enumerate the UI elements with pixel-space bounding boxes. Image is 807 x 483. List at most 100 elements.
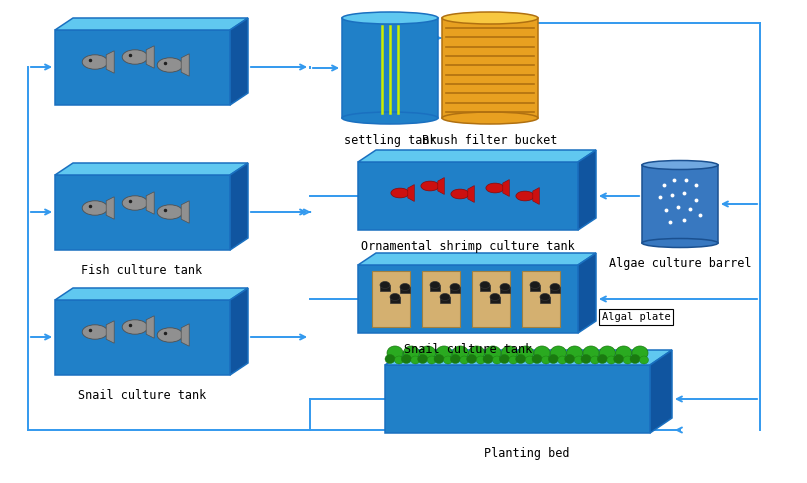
- Polygon shape: [578, 253, 596, 333]
- Polygon shape: [385, 350, 672, 365]
- Ellipse shape: [82, 325, 108, 339]
- Polygon shape: [430, 285, 440, 291]
- Text: Planting bed: Planting bed: [484, 447, 570, 460]
- Polygon shape: [480, 285, 490, 291]
- Ellipse shape: [420, 346, 436, 360]
- Ellipse shape: [122, 196, 148, 210]
- Ellipse shape: [418, 355, 428, 364]
- Ellipse shape: [600, 346, 615, 360]
- Ellipse shape: [501, 346, 517, 360]
- Ellipse shape: [591, 356, 600, 364]
- Ellipse shape: [581, 355, 591, 364]
- Polygon shape: [438, 178, 445, 195]
- Polygon shape: [55, 175, 230, 250]
- Polygon shape: [500, 287, 510, 293]
- Ellipse shape: [486, 183, 504, 193]
- Ellipse shape: [548, 355, 558, 364]
- Ellipse shape: [642, 239, 718, 247]
- Ellipse shape: [517, 346, 533, 360]
- Ellipse shape: [567, 346, 583, 360]
- Ellipse shape: [404, 346, 420, 360]
- Polygon shape: [380, 285, 390, 291]
- Ellipse shape: [516, 355, 525, 364]
- Polygon shape: [422, 271, 460, 327]
- Ellipse shape: [401, 355, 412, 364]
- Ellipse shape: [427, 356, 436, 364]
- Polygon shape: [642, 165, 718, 243]
- Ellipse shape: [450, 284, 460, 290]
- Ellipse shape: [450, 355, 460, 364]
- Ellipse shape: [642, 160, 718, 170]
- Text: Brush filter bucket: Brush filter bucket: [422, 134, 558, 147]
- Ellipse shape: [476, 356, 485, 364]
- Ellipse shape: [530, 282, 540, 288]
- Ellipse shape: [490, 294, 500, 300]
- Ellipse shape: [516, 191, 534, 201]
- Ellipse shape: [400, 284, 410, 290]
- Ellipse shape: [607, 356, 616, 364]
- Ellipse shape: [157, 328, 183, 342]
- Polygon shape: [107, 197, 115, 219]
- Polygon shape: [372, 271, 410, 327]
- Ellipse shape: [436, 346, 452, 360]
- Polygon shape: [400, 287, 410, 293]
- Polygon shape: [503, 180, 509, 197]
- Ellipse shape: [453, 346, 468, 360]
- Ellipse shape: [469, 346, 485, 360]
- Polygon shape: [182, 201, 189, 223]
- Text: Algae culture barrel: Algae culture barrel: [608, 257, 751, 270]
- Text: Snail culture tank: Snail culture tank: [77, 389, 206, 402]
- Ellipse shape: [565, 355, 575, 364]
- Polygon shape: [442, 18, 538, 118]
- Ellipse shape: [380, 282, 390, 288]
- Polygon shape: [342, 18, 438, 118]
- Polygon shape: [440, 297, 450, 303]
- Ellipse shape: [639, 356, 649, 364]
- Ellipse shape: [451, 189, 469, 199]
- Polygon shape: [530, 285, 540, 291]
- Ellipse shape: [616, 346, 632, 360]
- Ellipse shape: [574, 356, 583, 364]
- Ellipse shape: [421, 181, 439, 191]
- Polygon shape: [490, 297, 500, 303]
- Polygon shape: [55, 18, 248, 30]
- Ellipse shape: [485, 346, 501, 360]
- Ellipse shape: [342, 112, 438, 124]
- Polygon shape: [358, 150, 596, 162]
- Ellipse shape: [442, 12, 538, 24]
- Ellipse shape: [480, 282, 490, 288]
- Ellipse shape: [391, 188, 409, 198]
- Ellipse shape: [632, 346, 648, 360]
- Ellipse shape: [157, 58, 183, 72]
- Polygon shape: [182, 324, 189, 346]
- Polygon shape: [55, 163, 248, 175]
- Ellipse shape: [466, 355, 477, 364]
- Polygon shape: [533, 187, 539, 204]
- Ellipse shape: [500, 355, 509, 364]
- Polygon shape: [230, 288, 248, 375]
- Ellipse shape: [623, 356, 632, 364]
- Ellipse shape: [630, 355, 640, 364]
- Polygon shape: [358, 162, 578, 230]
- Ellipse shape: [558, 356, 567, 364]
- Polygon shape: [358, 265, 578, 333]
- Ellipse shape: [540, 294, 550, 300]
- Polygon shape: [390, 297, 400, 303]
- Polygon shape: [385, 365, 650, 433]
- Ellipse shape: [492, 356, 501, 364]
- Ellipse shape: [460, 356, 469, 364]
- Polygon shape: [182, 54, 189, 76]
- Polygon shape: [230, 163, 248, 250]
- Ellipse shape: [390, 294, 400, 300]
- Polygon shape: [450, 287, 460, 293]
- Ellipse shape: [387, 346, 403, 360]
- Text: Ornamental shrimp culture tank: Ornamental shrimp culture tank: [361, 240, 575, 253]
- Ellipse shape: [82, 201, 108, 215]
- Polygon shape: [472, 271, 510, 327]
- Polygon shape: [408, 185, 414, 201]
- Polygon shape: [107, 321, 115, 343]
- Ellipse shape: [550, 284, 560, 290]
- Ellipse shape: [532, 355, 542, 364]
- Ellipse shape: [583, 346, 599, 360]
- Polygon shape: [146, 316, 154, 338]
